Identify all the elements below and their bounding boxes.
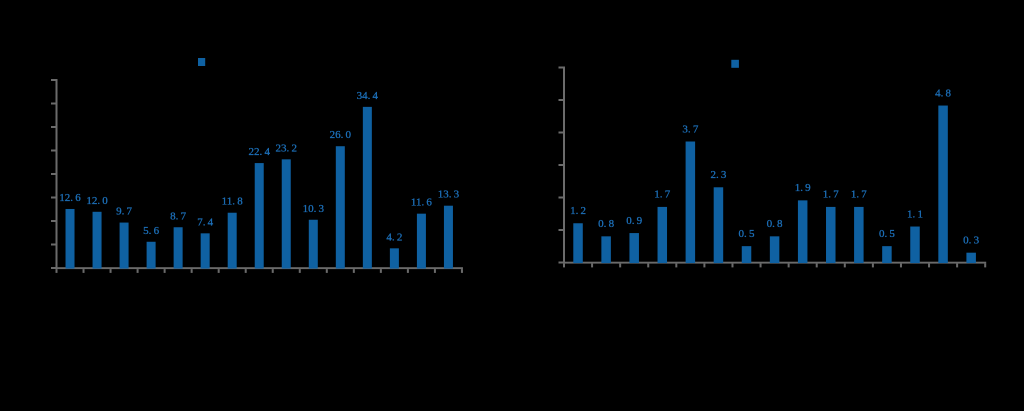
svg-text:4. 8: 4. 8 bbox=[935, 87, 951, 99]
svg-text:5. 6: 5. 6 bbox=[143, 225, 159, 237]
svg-text:0. 8: 0. 8 bbox=[598, 218, 614, 230]
svg-text:26. 0: 26. 0 bbox=[330, 129, 352, 141]
svg-text:23. 2: 23. 2 bbox=[276, 142, 297, 154]
svg-text:0. 9: 0. 9 bbox=[626, 215, 642, 227]
svg-text:4. 2: 4. 2 bbox=[386, 231, 402, 243]
svg-text:0. 5: 0. 5 bbox=[739, 228, 755, 240]
svg-text:8. 7: 8. 7 bbox=[170, 210, 186, 222]
svg-text:1. 7: 1. 7 bbox=[654, 189, 670, 201]
svg-text:11. 8: 11. 8 bbox=[222, 196, 244, 208]
svg-text:1. 7: 1. 7 bbox=[851, 189, 867, 201]
svg-text:9. 7: 9. 7 bbox=[116, 206, 132, 218]
svg-text:11. 6: 11. 6 bbox=[411, 197, 433, 209]
svg-text:13. 3: 13. 3 bbox=[438, 189, 460, 201]
svg-text:0. 3: 0. 3 bbox=[963, 234, 979, 246]
svg-text:1. 2: 1. 2 bbox=[570, 205, 586, 217]
svg-text:0. 5: 0. 5 bbox=[879, 228, 895, 240]
svg-text:2. 3: 2. 3 bbox=[710, 169, 726, 181]
svg-text:3. 7: 3. 7 bbox=[682, 123, 698, 135]
svg-text:1. 9: 1. 9 bbox=[795, 182, 811, 194]
svg-text:7. 4: 7. 4 bbox=[197, 216, 213, 228]
svg-text:10. 3: 10. 3 bbox=[303, 203, 325, 215]
svg-text:12. 6: 12. 6 bbox=[59, 192, 81, 204]
svg-text:34. 4: 34. 4 bbox=[357, 90, 379, 102]
svg-text:1. 1: 1. 1 bbox=[907, 208, 923, 220]
svg-text:12. 0: 12. 0 bbox=[86, 195, 108, 207]
svg-text:0. 8: 0. 8 bbox=[767, 218, 783, 230]
svg-text:1. 7: 1. 7 bbox=[823, 189, 839, 201]
svg-text:22. 4: 22. 4 bbox=[249, 146, 271, 158]
